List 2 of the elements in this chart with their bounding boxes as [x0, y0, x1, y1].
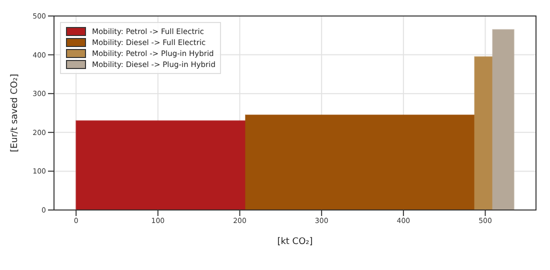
x-axis-title: [kt CO₂] — [277, 237, 313, 247]
y-axis-title: [Eur/t saved CO₂] — [10, 74, 20, 152]
